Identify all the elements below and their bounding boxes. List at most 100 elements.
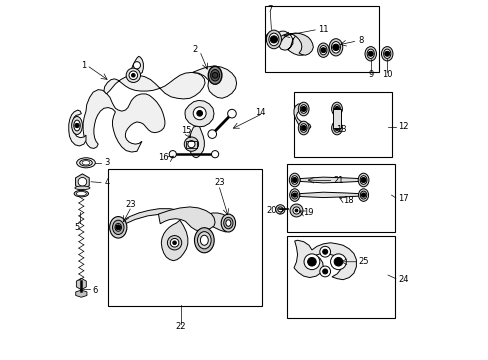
Polygon shape (76, 290, 87, 297)
Polygon shape (293, 104, 310, 130)
Circle shape (116, 225, 121, 230)
Circle shape (277, 207, 282, 212)
Ellipse shape (268, 33, 278, 46)
Circle shape (322, 269, 327, 274)
Text: 7: 7 (267, 5, 272, 14)
Circle shape (289, 204, 303, 217)
Circle shape (129, 71, 137, 80)
Circle shape (307, 257, 316, 266)
Ellipse shape (317, 43, 328, 57)
Text: 2: 2 (192, 45, 197, 54)
Circle shape (131, 73, 135, 77)
Ellipse shape (194, 228, 214, 253)
Ellipse shape (366, 49, 373, 58)
Ellipse shape (333, 124, 340, 132)
Circle shape (330, 254, 346, 270)
Text: 20: 20 (266, 206, 276, 215)
Circle shape (270, 36, 277, 43)
Circle shape (211, 150, 218, 158)
Ellipse shape (197, 231, 211, 249)
Circle shape (167, 235, 182, 250)
Text: 1: 1 (81, 61, 86, 70)
Ellipse shape (208, 66, 222, 84)
Circle shape (294, 209, 297, 212)
Ellipse shape (266, 30, 281, 49)
Ellipse shape (360, 191, 366, 199)
Circle shape (172, 241, 176, 244)
Polygon shape (280, 33, 313, 55)
Ellipse shape (291, 176, 298, 184)
Circle shape (301, 107, 305, 112)
Ellipse shape (115, 224, 121, 231)
Circle shape (361, 193, 365, 197)
Ellipse shape (112, 220, 124, 234)
Ellipse shape (225, 220, 230, 226)
Ellipse shape (360, 176, 366, 184)
Ellipse shape (80, 159, 92, 166)
Ellipse shape (331, 41, 340, 53)
Polygon shape (299, 192, 359, 198)
Ellipse shape (357, 173, 368, 187)
Polygon shape (300, 177, 359, 183)
Polygon shape (293, 240, 356, 280)
Bar (265, 6, 378, 72)
Circle shape (292, 207, 300, 214)
Ellipse shape (289, 173, 300, 187)
Text: 11: 11 (318, 25, 328, 34)
Ellipse shape (381, 46, 392, 61)
Circle shape (227, 109, 236, 118)
Text: 23: 23 (214, 178, 225, 187)
Text: 12: 12 (397, 122, 407, 131)
Ellipse shape (221, 214, 235, 232)
Ellipse shape (75, 186, 90, 190)
Circle shape (78, 177, 86, 186)
Circle shape (319, 246, 330, 257)
Polygon shape (130, 56, 143, 75)
Polygon shape (123, 209, 229, 232)
Text: 24: 24 (397, 275, 407, 284)
Text: 21: 21 (332, 176, 343, 185)
Circle shape (320, 48, 325, 53)
Text: 23: 23 (125, 200, 136, 209)
Circle shape (384, 51, 389, 56)
Polygon shape (161, 220, 187, 261)
Polygon shape (188, 126, 204, 158)
Text: 8: 8 (358, 36, 363, 45)
Circle shape (360, 177, 366, 183)
Ellipse shape (109, 217, 126, 238)
Circle shape (126, 68, 140, 82)
Bar (286, 235, 394, 318)
Text: 22: 22 (175, 322, 185, 331)
Circle shape (169, 150, 176, 158)
Circle shape (193, 107, 206, 120)
Circle shape (333, 257, 342, 266)
Ellipse shape (223, 217, 233, 229)
Text: 13: 13 (335, 125, 346, 134)
Circle shape (207, 130, 216, 138)
Ellipse shape (77, 158, 95, 168)
Text: 14: 14 (254, 108, 265, 117)
Circle shape (334, 126, 339, 131)
Polygon shape (192, 66, 236, 98)
Circle shape (322, 249, 327, 254)
Circle shape (334, 107, 339, 112)
Text: 5: 5 (74, 223, 79, 232)
Circle shape (275, 205, 285, 214)
Polygon shape (83, 90, 164, 152)
Circle shape (332, 44, 339, 50)
Ellipse shape (72, 117, 82, 134)
Ellipse shape (298, 102, 308, 116)
Ellipse shape (289, 189, 299, 201)
Text: 25: 25 (358, 257, 368, 266)
Ellipse shape (76, 192, 86, 196)
Ellipse shape (82, 161, 90, 165)
Bar (333, 109, 340, 128)
Ellipse shape (383, 49, 390, 58)
Circle shape (170, 238, 179, 247)
Ellipse shape (300, 124, 306, 132)
Ellipse shape (331, 121, 342, 135)
Ellipse shape (298, 121, 308, 135)
Text: 16: 16 (158, 153, 168, 162)
Ellipse shape (300, 105, 306, 113)
Bar (293, 92, 391, 157)
